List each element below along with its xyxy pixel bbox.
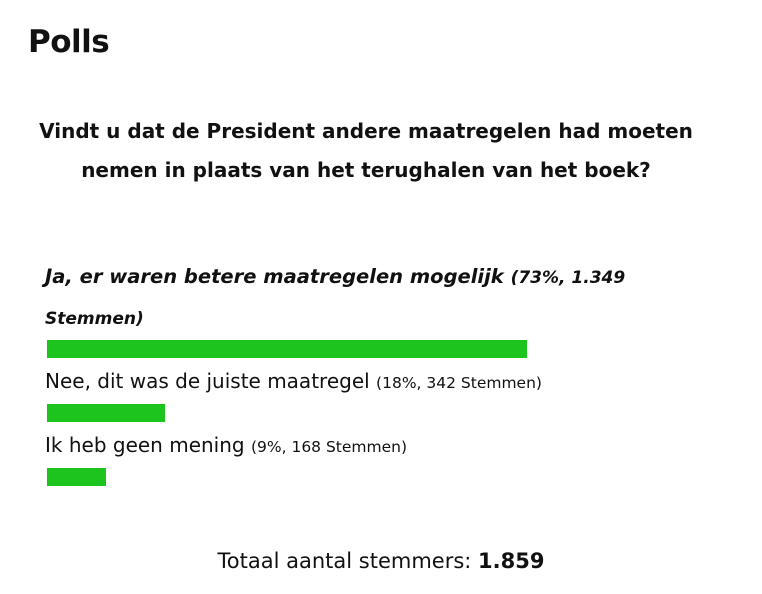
option-stats: (18%, 342 Stemmen) <box>376 374 542 392</box>
result-bar <box>47 468 107 486</box>
option-stats: (73%, 1.349 Stemmen) <box>45 268 626 329</box>
poll-results: Ja, er waren betere maatregelen mogelijk… <box>45 257 710 490</box>
total-value: 1.859 <box>478 549 545 573</box>
option-label: Ja, er waren betere maatregelen mogelijk <box>45 265 504 288</box>
poll-question: Vindt u dat de President andere maatrege… <box>39 119 693 182</box>
option-label: Ik heb geen mening <box>45 433 245 457</box>
option-label: Nee, dit was de juiste maatregel <box>45 369 370 393</box>
option-stats: (9%, 168 Stemmen) <box>250 438 408 456</box>
poll-option: Ik heb geen mening (9%, 168 Stemmen) <box>45 426 710 486</box>
result-bar <box>47 404 166 422</box>
page-title: Polls <box>28 24 110 60</box>
poll-option: Ja, er waren betere maatregelen mogelijk… <box>45 257 710 358</box>
poll-option: Nee, dit was de juiste maatregel (18%, 3… <box>45 362 710 422</box>
result-bar <box>47 340 527 358</box>
total-voters: Totaal aantal stemmers: 1.859 <box>0 549 762 573</box>
total-label: Totaal aantal stemmers: <box>217 549 472 573</box>
